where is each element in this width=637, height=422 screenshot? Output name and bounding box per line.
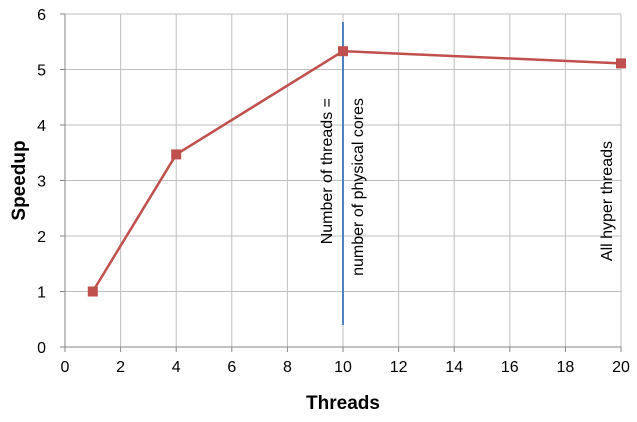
series-group (87, 46, 626, 297)
data-point (338, 46, 348, 57)
annotation-hyper-threads: All hyper threads (599, 141, 616, 261)
annotations: Number of threads = number of physical co… (319, 98, 616, 276)
y-tick-label: 1 (37, 285, 46, 302)
x-tick-label: 4 (172, 359, 181, 376)
y-tick-label: 2 (37, 229, 46, 246)
x-tick-label: 2 (116, 359, 125, 376)
axes (60, 13, 622, 352)
x-tick-label: 14 (445, 359, 463, 376)
x-tick-label: 0 (61, 359, 70, 376)
y-axis-title: Speedup (9, 140, 30, 220)
data-point (87, 286, 98, 297)
y-tick-label: 5 (37, 63, 46, 80)
y-tick-label: 4 (37, 118, 46, 135)
y-tick-label: 0 (37, 340, 46, 357)
x-tick-label: 8 (283, 359, 292, 376)
x-tick-label: 18 (557, 359, 575, 376)
annotation-physical-cores-line2: number of physical cores (350, 98, 367, 276)
x-tick-label: 10 (334, 359, 352, 376)
series-line (91, 49, 622, 293)
x-tick-label: 12 (390, 359, 408, 376)
x-tick-label: 20 (612, 359, 630, 376)
y-tick-label: 6 (37, 7, 46, 24)
x-tick-label: 16 (501, 359, 519, 376)
x-tick-label: 6 (227, 359, 236, 376)
y-tick-label: 3 (37, 174, 46, 191)
data-point (616, 58, 626, 69)
data-point (171, 149, 182, 160)
x-axis-title: Threads (306, 393, 380, 414)
annotation-physical-cores-line1: Number of threads = (319, 98, 336, 244)
